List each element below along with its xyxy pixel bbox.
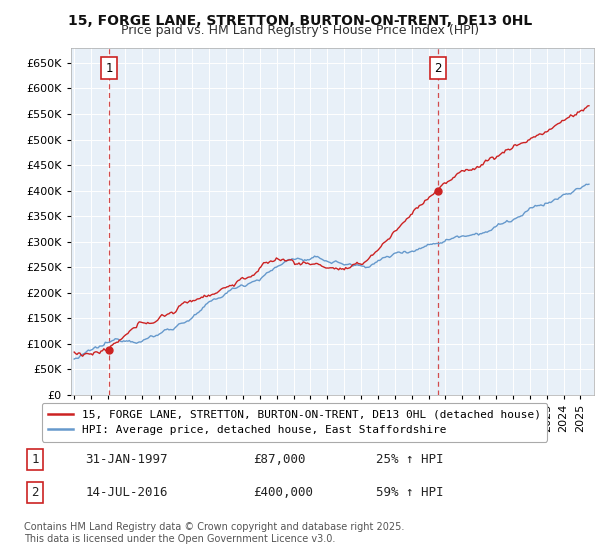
Text: Contains HM Land Registry data © Crown copyright and database right 2025.
This d: Contains HM Land Registry data © Crown c… bbox=[24, 522, 404, 544]
Text: 1: 1 bbox=[106, 62, 113, 74]
Text: £400,000: £400,000 bbox=[253, 487, 313, 500]
Text: 14-JUL-2016: 14-JUL-2016 bbox=[85, 487, 168, 500]
Text: 31-JAN-1997: 31-JAN-1997 bbox=[85, 452, 168, 466]
Text: 1: 1 bbox=[31, 452, 39, 466]
Text: 15, FORGE LANE, STRETTON, BURTON-ON-TRENT, DE13 0HL: 15, FORGE LANE, STRETTON, BURTON-ON-TREN… bbox=[68, 14, 532, 28]
Text: 2: 2 bbox=[31, 487, 39, 500]
Text: £87,000: £87,000 bbox=[253, 452, 305, 466]
Text: 59% ↑ HPI: 59% ↑ HPI bbox=[376, 487, 443, 500]
Legend: 15, FORGE LANE, STRETTON, BURTON-ON-TRENT, DE13 0HL (detached house), HPI: Avera: 15, FORGE LANE, STRETTON, BURTON-ON-TREN… bbox=[41, 403, 547, 441]
Text: 2: 2 bbox=[434, 62, 442, 74]
Text: Price paid vs. HM Land Registry's House Price Index (HPI): Price paid vs. HM Land Registry's House … bbox=[121, 24, 479, 37]
Text: 25% ↑ HPI: 25% ↑ HPI bbox=[376, 452, 443, 466]
